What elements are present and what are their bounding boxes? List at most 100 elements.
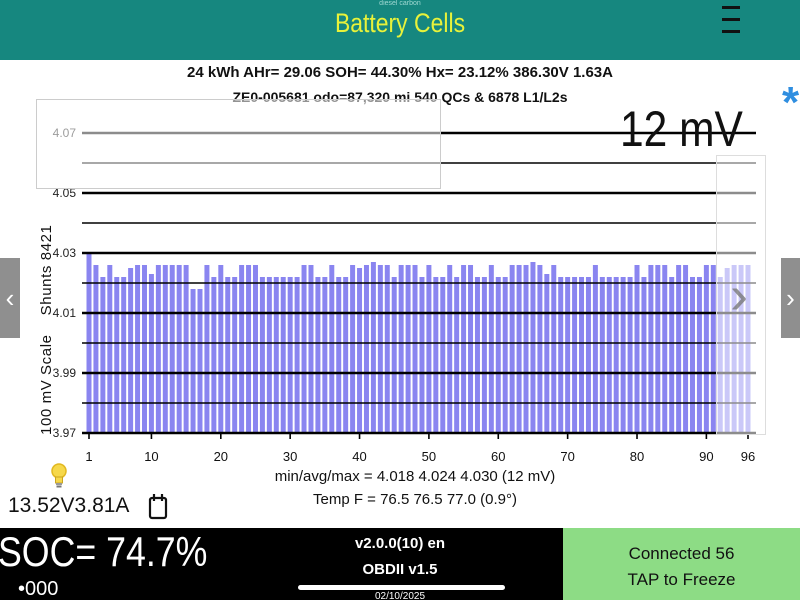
cell-bar-21 xyxy=(225,277,231,433)
min-avg-max-readout: min/avg/max = 4.018 4.024 4.030 (12 mV) xyxy=(274,468,556,485)
cell-bar-83 xyxy=(655,265,661,433)
connection-status[interactable]: Connected 56 xyxy=(628,544,735,563)
cell-bar-89 xyxy=(696,277,702,433)
cell-bar-80 xyxy=(634,265,640,433)
cell-bar-9 xyxy=(142,265,147,433)
cell-bar-33 xyxy=(308,265,314,433)
obd-version: OBDII v1.5 xyxy=(362,561,438,578)
cell-bar-36 xyxy=(329,265,335,433)
cell-bar-66 xyxy=(537,265,543,433)
date-label: 02/10/2025 xyxy=(374,591,426,602)
tap-to-freeze-button[interactable] xyxy=(563,528,800,600)
cell-bar-54 xyxy=(454,277,460,433)
hamburger-menu-icon[interactable] xyxy=(722,6,740,36)
x-tick-label: 30 xyxy=(283,449,297,464)
cell-bar-78 xyxy=(620,277,626,433)
chevron-right-icon[interactable]: › xyxy=(730,265,748,325)
cell-bar-77 xyxy=(613,277,619,433)
cell-voltage-chart[interactable]: 4.074.054.034.013.993.97 110203040506070… xyxy=(0,0,800,470)
cell-bar-50 xyxy=(426,265,432,433)
battery-stats-line: 24 kWh AHr= 29.06 SOH= 44.30% Hx= 23.12%… xyxy=(187,64,613,81)
cell-bar-14 xyxy=(176,265,182,433)
cell-bar-64 xyxy=(523,265,529,433)
cell-bar-69 xyxy=(558,277,564,433)
next-page-button[interactable]: › xyxy=(781,258,800,338)
page-dots[interactable]: •000 xyxy=(18,578,59,600)
x-tick-label: 20 xyxy=(214,449,228,464)
temperature-readout: Temp F = 76.5 76.5 77.0 (0.9°) xyxy=(312,491,518,508)
cell-bar-41 xyxy=(363,265,369,433)
cell-bar-40 xyxy=(357,268,363,433)
tap-to-freeze-label[interactable]: TAP to Freeze xyxy=(627,570,736,589)
y-tick-label: 4.03 xyxy=(53,246,77,260)
home-indicator[interactable] xyxy=(298,585,505,590)
cell-bar-11 xyxy=(155,265,161,433)
aux-battery-readout: 13.52V3.81A xyxy=(8,494,130,517)
cell-bar-56 xyxy=(468,265,474,433)
x-tick-label: 10 xyxy=(144,449,158,464)
cell-bar-5 xyxy=(114,277,120,433)
state-of-charge: SOC= 74.7% xyxy=(0,528,208,575)
cell-bar-3 xyxy=(100,277,106,433)
cell-bar-15 xyxy=(183,265,189,433)
cell-bar-82 xyxy=(648,265,654,433)
cell-bar-7 xyxy=(128,268,134,433)
cell-bar-67 xyxy=(544,274,550,433)
cell-bar-8 xyxy=(135,265,141,433)
cell-bar-68 xyxy=(551,265,557,433)
cell-bar-90 xyxy=(703,265,709,433)
cell-bar-62 xyxy=(509,265,515,433)
x-tick-label: 40 xyxy=(352,449,366,464)
cell-bar-6 xyxy=(121,277,127,433)
cell-bar-27 xyxy=(266,277,272,433)
cell-bar-81 xyxy=(641,277,647,433)
cell-bar-32 xyxy=(301,265,307,433)
cell-bar-37 xyxy=(336,277,342,433)
cell-bar-12 xyxy=(162,265,168,433)
cell-bar-25 xyxy=(252,265,258,433)
app-version: v2.0.0(10) en xyxy=(354,535,446,552)
cell-bar-16 xyxy=(190,289,196,433)
x-tick-label: 60 xyxy=(491,449,505,464)
calendar-icon[interactable] xyxy=(148,492,168,520)
scale-shunts-label: 100 mV Scale Shunts 8421 xyxy=(38,224,55,436)
cell-bar-47 xyxy=(405,265,411,433)
cell-bar-51 xyxy=(433,277,439,433)
cell-bar-43 xyxy=(377,265,383,433)
cell-bar-85 xyxy=(669,277,675,433)
cell-bar-35 xyxy=(322,277,328,433)
cell-bar-22 xyxy=(232,277,238,433)
cell-bar-84 xyxy=(662,265,668,433)
cell-bar-34 xyxy=(315,277,321,433)
cell-bar-17 xyxy=(197,289,203,433)
cell-bar-73 xyxy=(585,277,591,433)
cell-bar-75 xyxy=(599,277,605,433)
x-tick-label: 90 xyxy=(699,449,713,464)
cell-bar-60 xyxy=(495,277,501,433)
cell-bar-29 xyxy=(280,277,286,433)
scale-label[interactable]: 12 mV xyxy=(620,101,743,157)
asterisk-icon[interactable]: * xyxy=(782,78,800,127)
cell-bar-24 xyxy=(246,265,252,433)
cell-bar-55 xyxy=(461,265,467,433)
lightbulb-icon[interactable] xyxy=(50,462,68,490)
cell-bar-72 xyxy=(579,277,585,433)
app-title: Battery Cells xyxy=(334,8,466,38)
cell-bar-13 xyxy=(169,265,175,433)
cell-bar-38 xyxy=(343,277,349,433)
y-tick-label: 3.97 xyxy=(53,426,77,440)
cell-bar-48 xyxy=(412,265,418,433)
cell-bar-70 xyxy=(565,277,571,433)
cell-bar-23 xyxy=(239,265,245,433)
cell-bar-65 xyxy=(530,262,536,433)
cell-bar-88 xyxy=(690,277,695,433)
cell-bar-44 xyxy=(384,265,390,433)
chart-bars xyxy=(86,253,751,433)
x-tick-label: 80 xyxy=(630,449,644,464)
cell-bar-87 xyxy=(683,265,689,433)
cell-bar-49 xyxy=(419,277,425,433)
header-caption: diesel carbon xyxy=(379,0,421,7)
y-tick-label: 3.99 xyxy=(53,366,77,380)
previous-page-button[interactable]: ‹ xyxy=(0,258,20,338)
cell-bar-30 xyxy=(287,277,293,433)
